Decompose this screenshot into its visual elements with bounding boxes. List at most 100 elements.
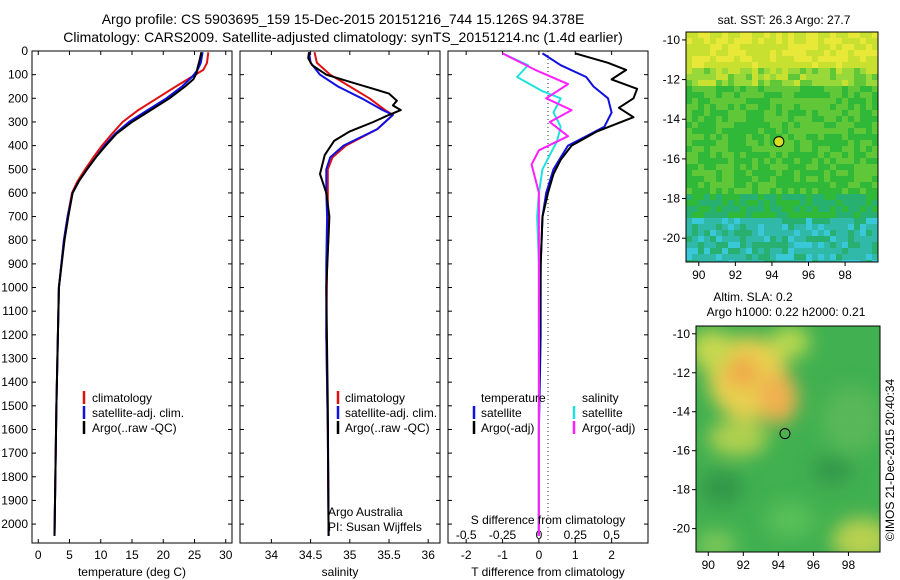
sst-cell [734,110,740,116]
sst-cell [710,104,716,110]
sst-cell [698,86,704,92]
sst-cell [830,236,836,242]
sst-cell [860,92,866,98]
sst-cell [770,98,776,104]
sst-cell [794,212,800,218]
sst-cell [710,182,716,188]
sst-cell [806,122,812,128]
sst-cell [788,200,794,206]
sst-cell [788,68,794,74]
sst-cell [692,176,698,182]
sst-cell [734,164,740,170]
sst-cell [758,170,764,176]
sst-cell [818,200,824,206]
sst-cell [734,134,740,140]
map-ytick-label: -20 [663,231,681,245]
sst-cell [854,260,860,262]
sst-cell [734,122,740,128]
sst-cell [848,152,854,158]
sst-cell [758,68,764,74]
sst-cell [704,56,710,62]
sst-cell [764,56,770,62]
sst-cell [698,110,704,116]
sst-cell [824,236,830,242]
sst-cell [746,260,752,262]
sst-cell [752,218,758,224]
sst-cell [764,68,770,74]
sst-cell [770,206,776,212]
sst-cell [722,236,728,242]
sst-cell [728,104,734,110]
difference-xlabel-top: S difference from climatology [471,513,626,527]
sst-cell [698,242,704,248]
sst-cell [824,230,830,236]
sst-cell [752,236,758,242]
sst-cell [866,188,872,194]
sst-cell [782,182,788,188]
sst-cell [704,128,710,134]
sst-cell [734,128,740,134]
sst-cell [782,68,788,74]
sst-cell [728,146,734,152]
sst-cell [770,224,776,230]
sst-cell [812,98,818,104]
sst-cell [866,158,872,164]
sst-cell [836,38,842,44]
sst-cell [734,44,740,50]
sst-cell [746,86,752,92]
sst-cell [872,260,878,262]
sst-cell [812,242,818,248]
sst-cell [764,182,770,188]
sst-cell [764,74,770,80]
sst-cell [788,146,794,152]
sst-cell [758,38,764,44]
sst-cell [818,62,824,68]
sst-cell [710,242,716,248]
sst-cell [740,242,746,248]
sst-cell [776,50,782,56]
sst-cell [806,164,812,170]
sst-cell [830,128,836,134]
sst-cell [728,44,734,50]
sst-cell [686,146,692,152]
sst-cell [692,212,698,218]
salinity-annotation-argo-australia: Argo Australia [328,505,403,519]
sst-cell [812,248,818,254]
sst-cell [872,164,878,170]
sst-cell [782,200,788,206]
sst-cell [704,182,710,188]
sst-cell [818,116,824,122]
sst-cell [752,86,758,92]
sst-cell [704,116,710,122]
difference-series-salinity-satellite [502,52,562,536]
sst-cell [806,104,812,110]
sst-cell [836,44,842,50]
sst-cell [830,116,836,122]
sst-cell [710,92,716,98]
sst-cell [872,38,878,44]
map-ytick-label: -12 [663,73,681,87]
sst-cell [776,62,782,68]
sst-cell [716,158,722,164]
sst-cell [830,224,836,230]
sst-cell [746,230,752,236]
sst-cell [734,56,740,62]
sst-cell [740,230,746,236]
sst-cell [776,260,782,262]
sst-cell [842,68,848,74]
sst-cell [806,194,812,200]
sst-cell [788,152,794,158]
sst-cell [800,128,806,134]
sst-cell [806,140,812,146]
sst-cell [722,194,728,200]
xtick-label: -1 [497,548,508,562]
salinity-series-argo-raw-qc [307,52,402,536]
sst-cell [800,50,806,56]
map-xtick-label: 90 [692,268,706,282]
sst-cell [728,182,734,188]
sst-cell [818,194,824,200]
sst-cell [860,50,866,56]
sst-cell [746,68,752,74]
sst-cell [782,260,788,262]
sst-cell [728,242,734,248]
